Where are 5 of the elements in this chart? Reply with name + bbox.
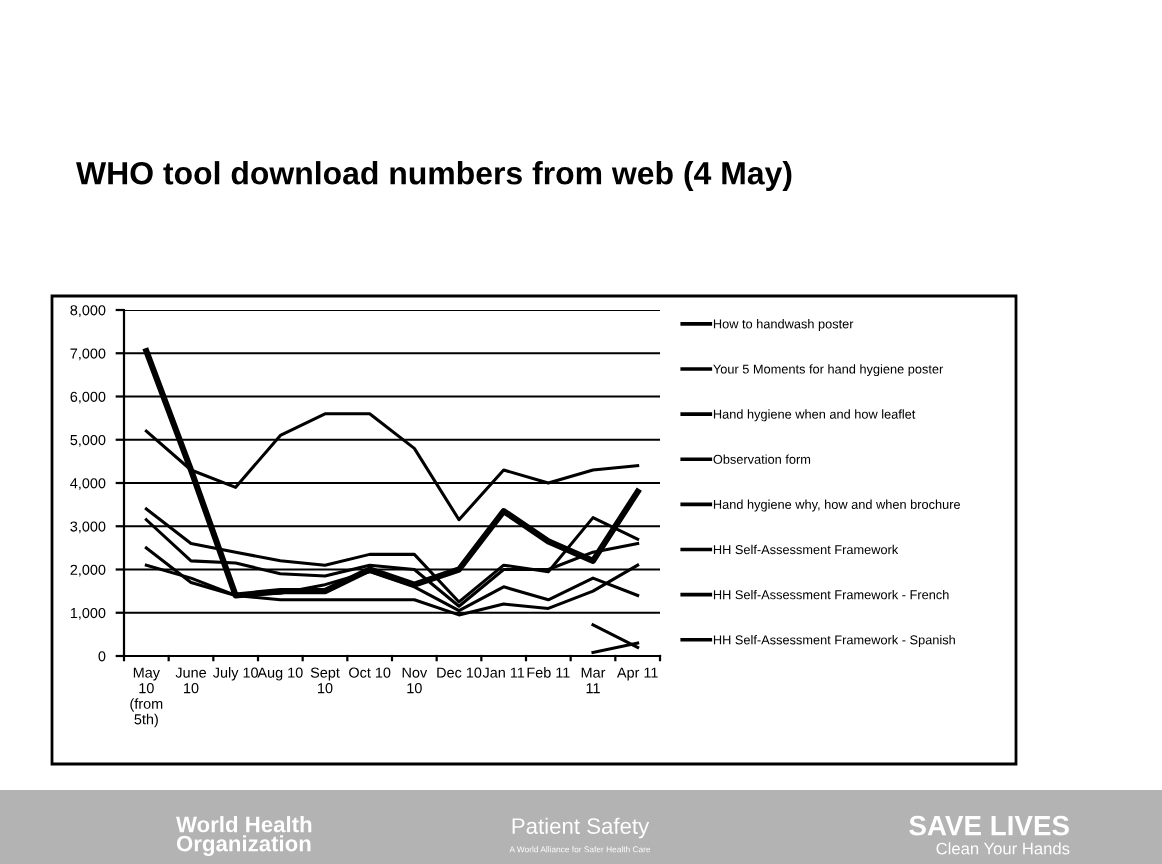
text: SAVE LIVES [909,815,1069,836]
text: Patient Safety [512,817,650,839]
text: Clean Your Hands [936,842,1070,855]
chart-title: WHO tool download numbers from web (4 May) [76,161,792,191]
text: World Health Organization [176,816,312,856]
